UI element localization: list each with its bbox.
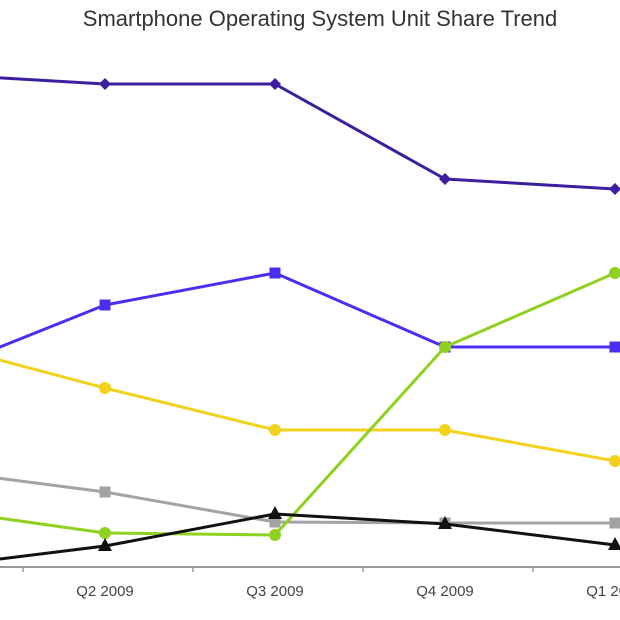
- x-tick-label: Q3 2009: [246, 583, 304, 600]
- data-point: [269, 516, 281, 528]
- data-point: [99, 78, 111, 90]
- data-point: [609, 517, 620, 529]
- data-point: [439, 424, 451, 436]
- chart-title: Smartphone Operating System Unit Share T…: [82, 6, 558, 31]
- data-point: [438, 516, 452, 529]
- data-point: [269, 267, 281, 279]
- data-point: [99, 486, 111, 498]
- data-point: [609, 267, 620, 279]
- data-point: [609, 341, 620, 353]
- data-point: [98, 538, 112, 551]
- data-point: [609, 455, 620, 467]
- series-line-2: [0, 358, 616, 463]
- data-point: [99, 527, 111, 539]
- x-tick-label: Q4 2009: [416, 583, 474, 600]
- data-point: [268, 506, 282, 519]
- x-tick-label: Q2 2009: [76, 583, 134, 600]
- data-point: [269, 424, 281, 436]
- data-point: [269, 78, 281, 90]
- data-point: [439, 341, 451, 353]
- series-line-0: [0, 76, 616, 191]
- data-point: [608, 537, 620, 550]
- data-point: [609, 183, 620, 195]
- series-line-4: [0, 271, 616, 537]
- data-point: [99, 382, 111, 394]
- data-point: [269, 529, 281, 541]
- x-tick-label: Q1 2010: [586, 583, 620, 600]
- data-point: [439, 173, 451, 185]
- data-point: [99, 299, 111, 311]
- series-line-1: [0, 271, 615, 349]
